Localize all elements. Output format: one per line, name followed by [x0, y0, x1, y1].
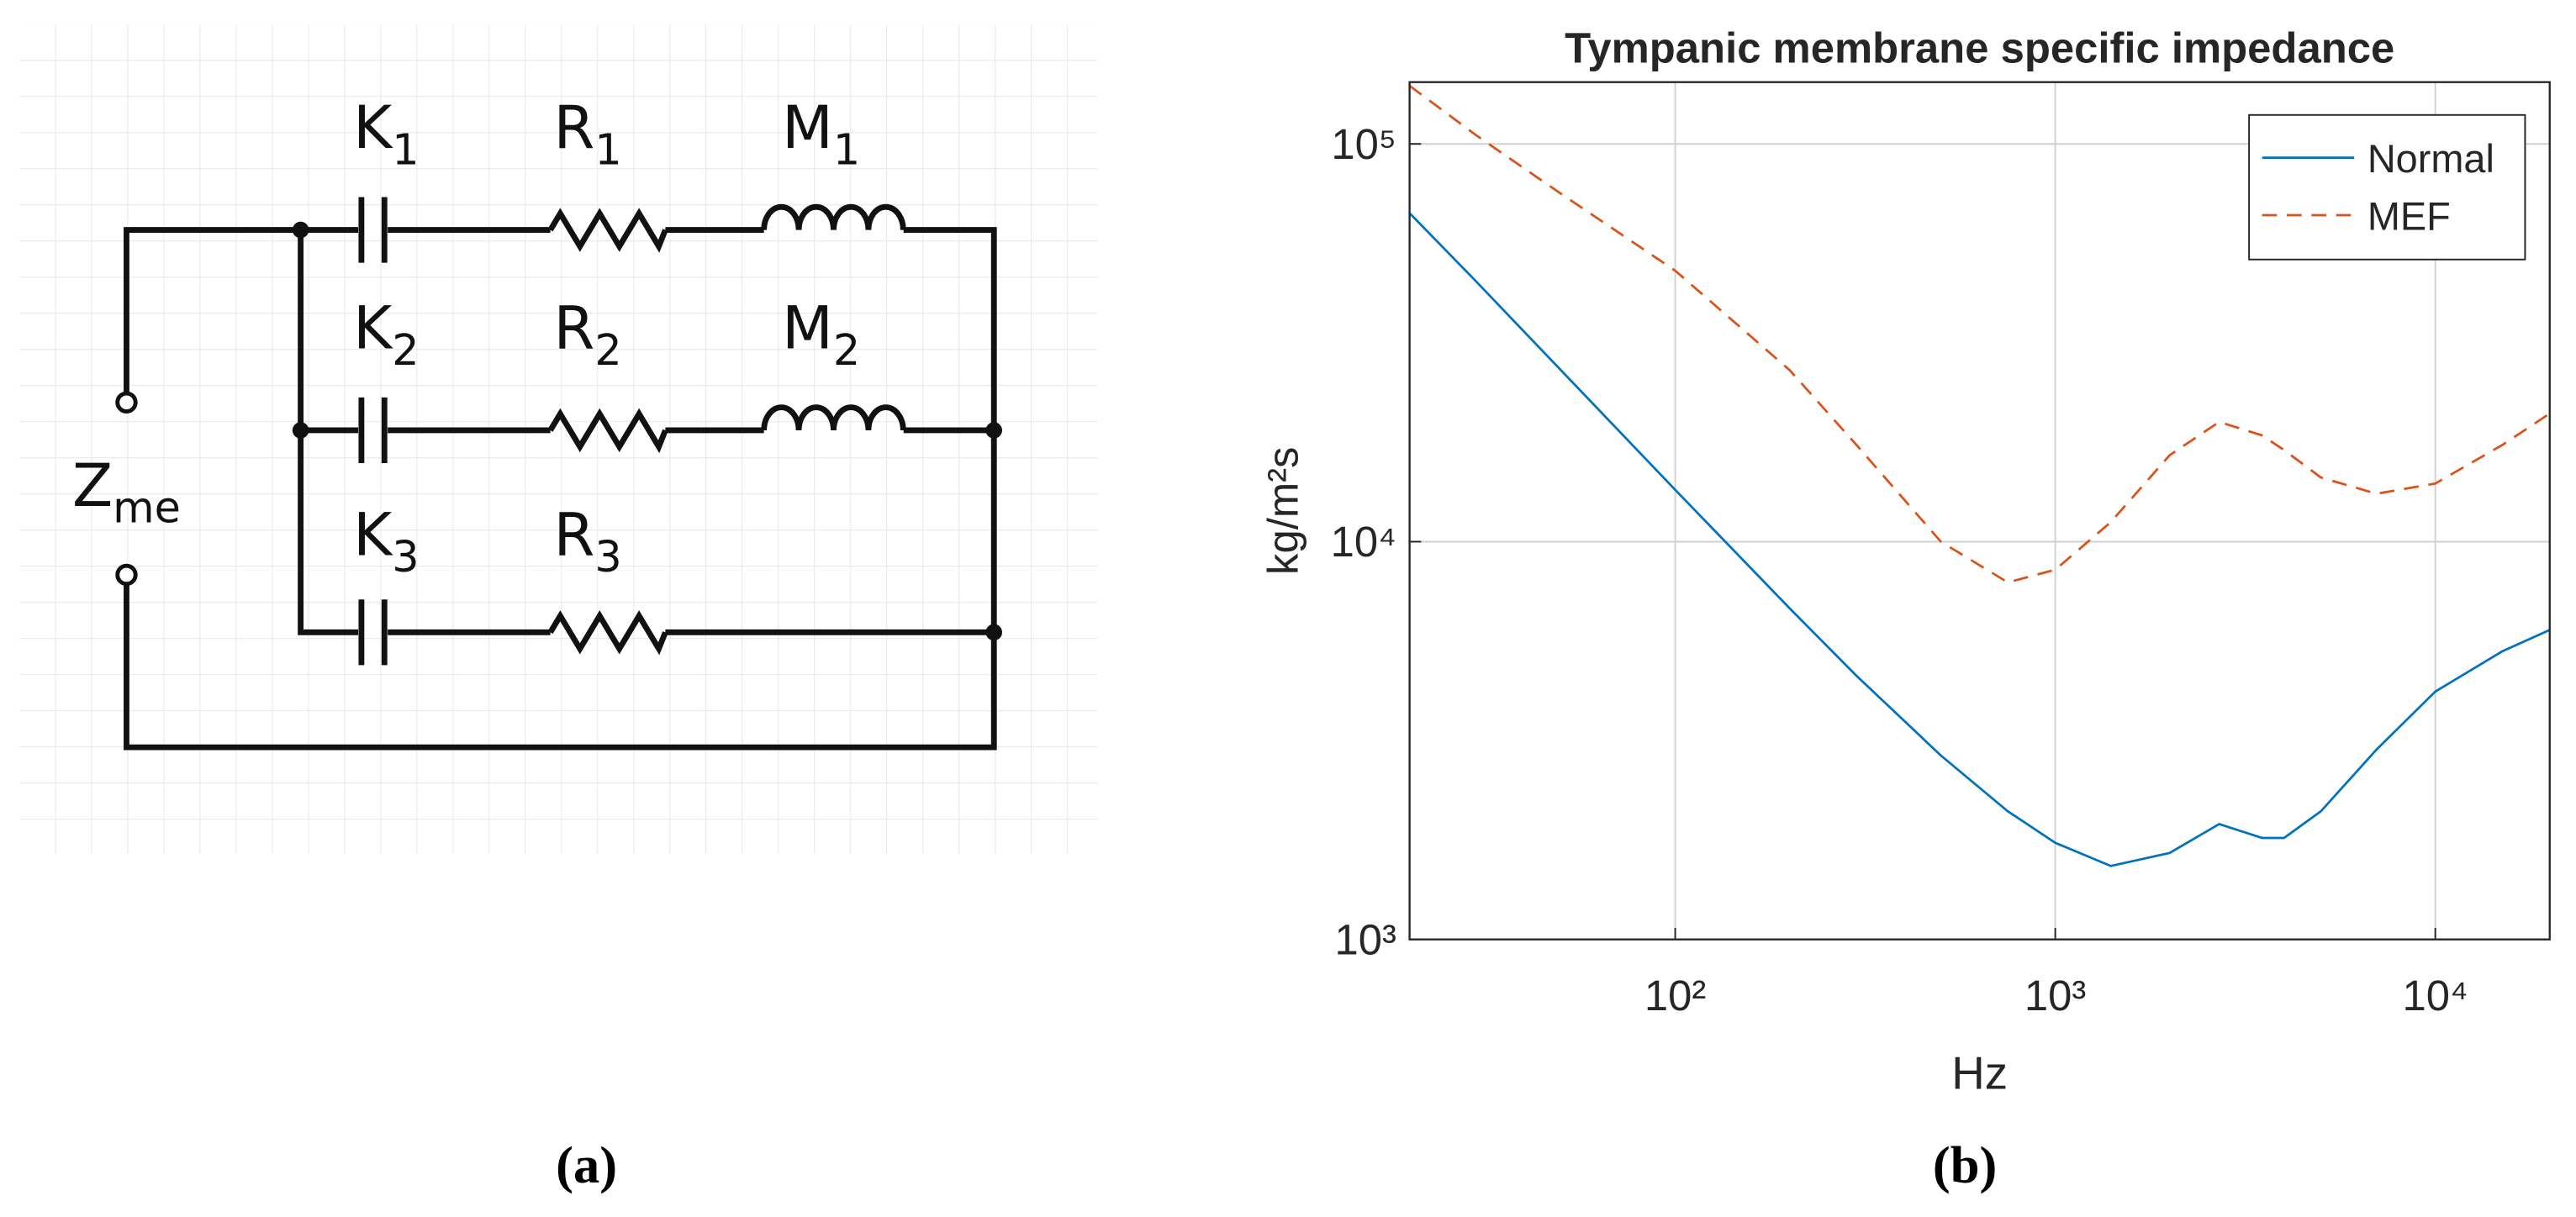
- component-label: K2: [353, 293, 419, 375]
- terminal: [115, 391, 138, 414]
- component-label: K1: [353, 93, 419, 175]
- capacitors: [358, 197, 388, 666]
- component-label: M2: [782, 293, 860, 375]
- caption: (b): [1933, 1135, 1997, 1194]
- port-label: Zme: [72, 451, 181, 533]
- component-label: K3: [353, 500, 419, 582]
- axes-box: [1408, 81, 2551, 940]
- x-tick-label: 10³: [2024, 972, 2086, 1019]
- x-axis-label: Hz: [1951, 1047, 2008, 1099]
- x-tick-label: 10²: [1644, 972, 1706, 1019]
- y-tick-label: 10³: [1335, 915, 1396, 963]
- caption: (a): [556, 1135, 617, 1194]
- data-line: [1408, 212, 2551, 867]
- x-tick-label: 10⁴: [2402, 972, 2468, 1019]
- chart-title: Tympanic membrane specific impedance: [1565, 24, 2394, 71]
- legend-box: [2248, 113, 2526, 261]
- terminal: [115, 563, 138, 587]
- component-label: R1: [554, 93, 622, 175]
- circuit: K1 R1 M1 K2 R2 M2 K3 R3 Zme: [19, 24, 1098, 855]
- y-tick-label: 10⁵: [1331, 120, 1396, 168]
- chart: Tympanic membrane specific impedance Hz …: [1259, 24, 2551, 1099]
- wires: [124, 227, 997, 751]
- component-label: M1: [782, 93, 860, 175]
- legend-label: MEF: [2367, 195, 2451, 239]
- component-label: R3: [554, 500, 622, 582]
- y-tick-label: 10⁴: [1331, 518, 1396, 566]
- component-label: R2: [554, 293, 622, 375]
- y-axis-label: kg/m²s: [1259, 447, 1307, 575]
- junctions: [292, 221, 1002, 641]
- resistors: [547, 208, 668, 656]
- legend-label: Normal: [2367, 137, 2494, 181]
- data-line: [1408, 84, 2551, 584]
- grid-background: [19, 24, 1098, 855]
